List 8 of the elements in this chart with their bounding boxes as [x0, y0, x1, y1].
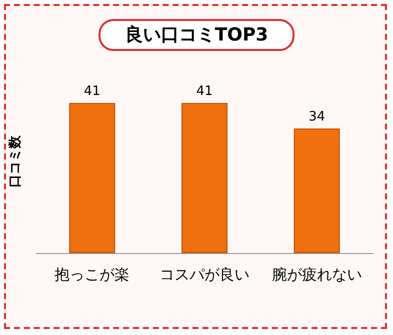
data-label: 34 — [308, 110, 326, 125]
data-label: 41 — [84, 84, 100, 99]
x-tick-label: 抱っこが楽 — [54, 266, 130, 284]
x-tick-label: 腕が疲れない — [272, 266, 362, 284]
x-tick-label: コスパが良い — [160, 266, 250, 284]
chart-title: 良い口コミTOP3 — [124, 24, 268, 46]
y-axis-title: 口コミ数 — [8, 134, 23, 188]
data-label: 41 — [196, 84, 213, 99]
